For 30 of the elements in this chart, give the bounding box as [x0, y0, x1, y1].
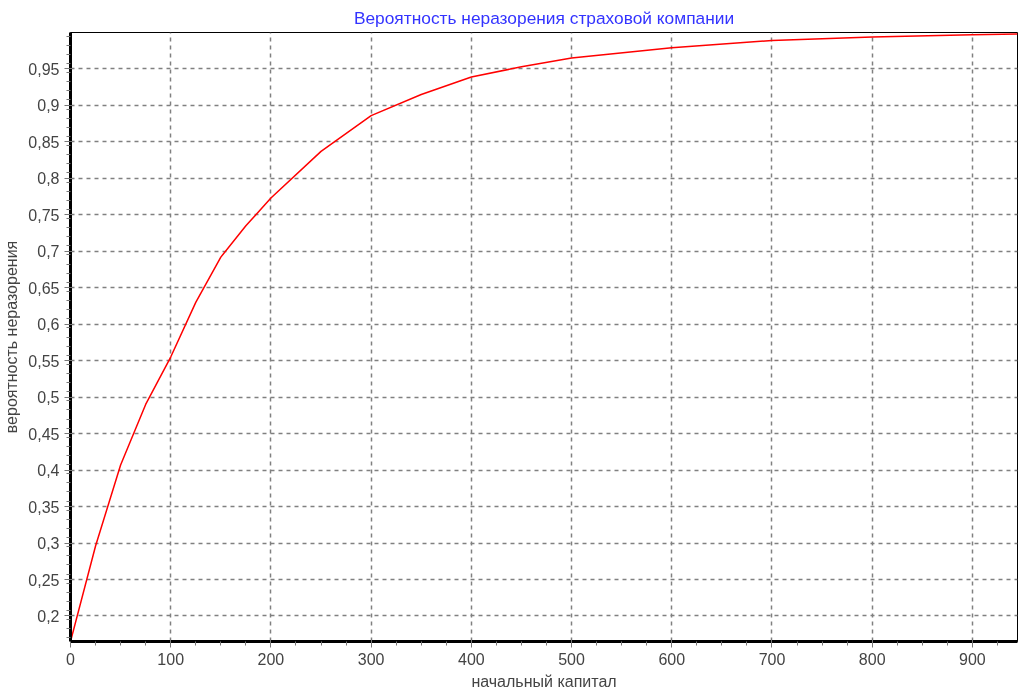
y-tick-label: 0,75: [28, 206, 60, 224]
y-tick-label: 0,8: [37, 170, 60, 188]
y-tick-label: 0,45: [28, 425, 60, 443]
y-tick-label: 0,85: [28, 133, 60, 151]
y-tick-label: 0,95: [28, 60, 60, 78]
x-tick-label: 400: [458, 650, 485, 668]
x-tick-label: 500: [558, 650, 586, 668]
x-tick-label: 600: [658, 650, 686, 668]
x-axis-title: начальный капитал: [471, 672, 617, 690]
x-tick-label: 700: [758, 650, 786, 668]
x-tick-label: 300: [357, 650, 385, 668]
y-tick-label: 0,25: [28, 571, 60, 589]
y-tick-label: 0,4: [37, 462, 60, 480]
x-tick-label: 0: [66, 650, 76, 668]
y-tick-label: 0,9: [37, 97, 60, 115]
y-tick-label: 0,3: [37, 535, 60, 553]
chart-title: Вероятность неразорения страховой компании: [353, 7, 735, 28]
y-tick-label: 0,35: [28, 498, 60, 516]
x-tick-label: 800: [858, 650, 886, 668]
line-series: [70, 33, 1018, 642]
x-tick-label: 200: [257, 650, 285, 668]
x-tick-label: 900: [959, 650, 986, 668]
x-tick-label: 100: [157, 650, 185, 668]
y-axis-title: вероятность неразорения: [3, 240, 21, 434]
y-tick-label: 0,5: [37, 389, 60, 407]
y-tick-label: 0,6: [37, 316, 60, 334]
y-tick-label: 0,55: [28, 352, 60, 370]
y-tick-label: 0,2: [37, 607, 60, 625]
y-tick-label: 0,7: [37, 243, 60, 261]
y-tick-label: 0,65: [28, 279, 60, 297]
